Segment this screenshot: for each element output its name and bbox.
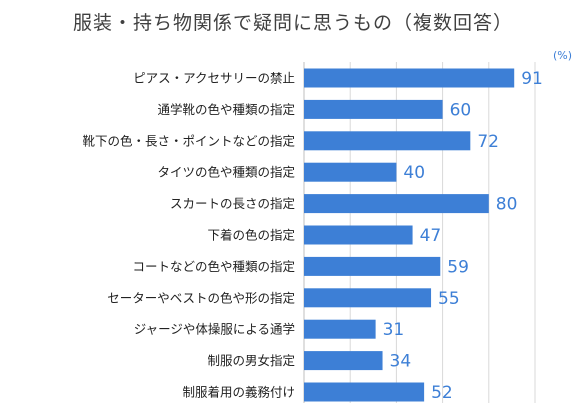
category-label: 靴下の色・長さ・ポイントなどの指定 bbox=[82, 133, 295, 148]
value-label: 40 bbox=[403, 163, 425, 183]
value-label: 72 bbox=[477, 132, 499, 152]
category-label: 制服の男女指定 bbox=[207, 353, 295, 368]
category-label: ピアス・アクセサリーの禁止 bbox=[133, 71, 295, 86]
bar bbox=[304, 382, 425, 402]
category-label: 下着の色の指定 bbox=[207, 228, 295, 243]
unit-label: (%) bbox=[553, 49, 572, 62]
bar bbox=[304, 351, 383, 371]
category-label: スカートの長さの指定 bbox=[170, 196, 295, 211]
value-label: 59 bbox=[447, 257, 469, 277]
value-label: 34 bbox=[390, 352, 412, 372]
bar bbox=[304, 194, 489, 214]
value-label: 52 bbox=[431, 383, 453, 403]
value-label: 80 bbox=[496, 195, 518, 215]
bar bbox=[304, 225, 413, 245]
value-label: 91 bbox=[521, 69, 543, 89]
bars bbox=[304, 68, 515, 402]
value-label: 31 bbox=[383, 320, 405, 340]
bar bbox=[304, 99, 443, 119]
category-labels: ピアス・アクセサリーの禁止通学靴の色や種類の指定靴下の色・長さ・ポイントなどの指… bbox=[82, 71, 295, 400]
value-label: 55 bbox=[438, 289, 460, 309]
value-label: 47 bbox=[420, 226, 442, 246]
category-label: コートなどの色や種類の指定 bbox=[132, 259, 295, 274]
category-label: ジャージや体操服による通学 bbox=[134, 322, 295, 337]
bar bbox=[304, 131, 471, 151]
category-label: タイツの色や種類の指定 bbox=[157, 165, 295, 180]
bar bbox=[304, 162, 397, 182]
value-label: 60 bbox=[450, 100, 472, 120]
chart-title: 服装・持ち物関係で疑問に思うもの（複数回答） bbox=[72, 12, 513, 34]
category-label: 通学靴の色や種類の指定 bbox=[157, 102, 295, 117]
bar bbox=[304, 68, 515, 88]
category-label: セーターやベストの色や形の指定 bbox=[107, 290, 295, 305]
bar bbox=[304, 256, 441, 276]
category-label: 制服着用の義務付け bbox=[182, 385, 295, 400]
bar bbox=[304, 319, 376, 339]
bar bbox=[304, 288, 432, 308]
